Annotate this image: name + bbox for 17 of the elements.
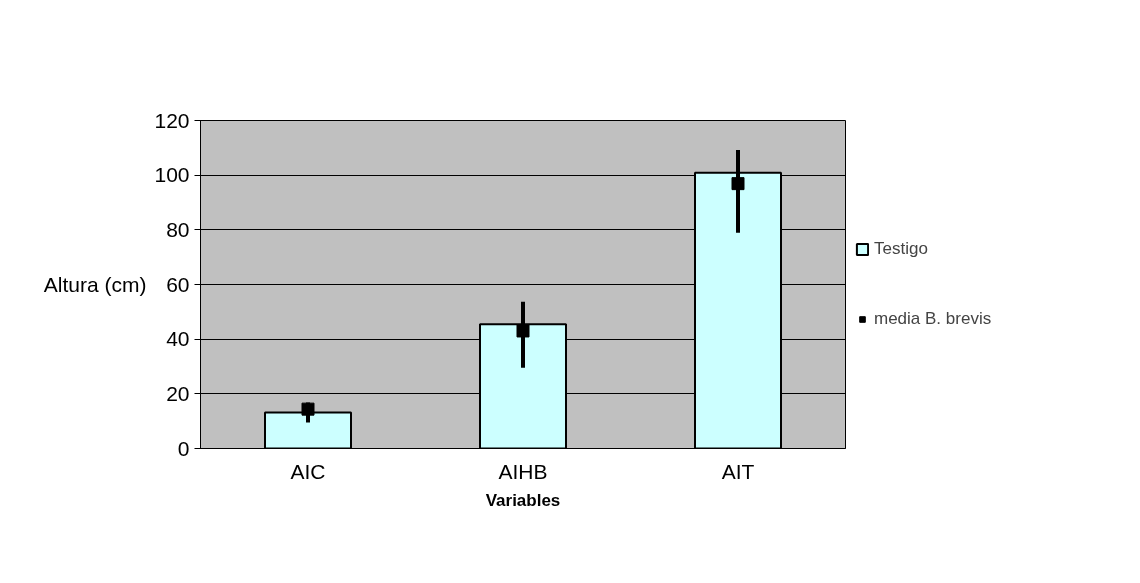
y-tick-label: 120 (154, 108, 190, 132)
point (731, 177, 745, 191)
legend-label: Testigo (874, 239, 928, 259)
y-axis-title: Altura (cm) (43, 273, 147, 296)
y-tick-label: 20 (166, 381, 190, 405)
y-tick-label: 80 (166, 217, 190, 241)
x-tick-label: AIT (721, 459, 755, 483)
point (301, 402, 315, 416)
y-tick-label: 60 (166, 272, 190, 296)
point (516, 324, 530, 338)
x-tick-label: AIHB (498, 459, 548, 483)
y-tick-label: 40 (166, 327, 190, 351)
y-tick-label: 100 (154, 163, 190, 187)
y-tick-label: 0 (177, 436, 190, 460)
x-tick-label: AIC (290, 459, 326, 483)
x-axis-title: Variables (485, 490, 561, 510)
legend-label: media B. brevis (874, 309, 992, 329)
